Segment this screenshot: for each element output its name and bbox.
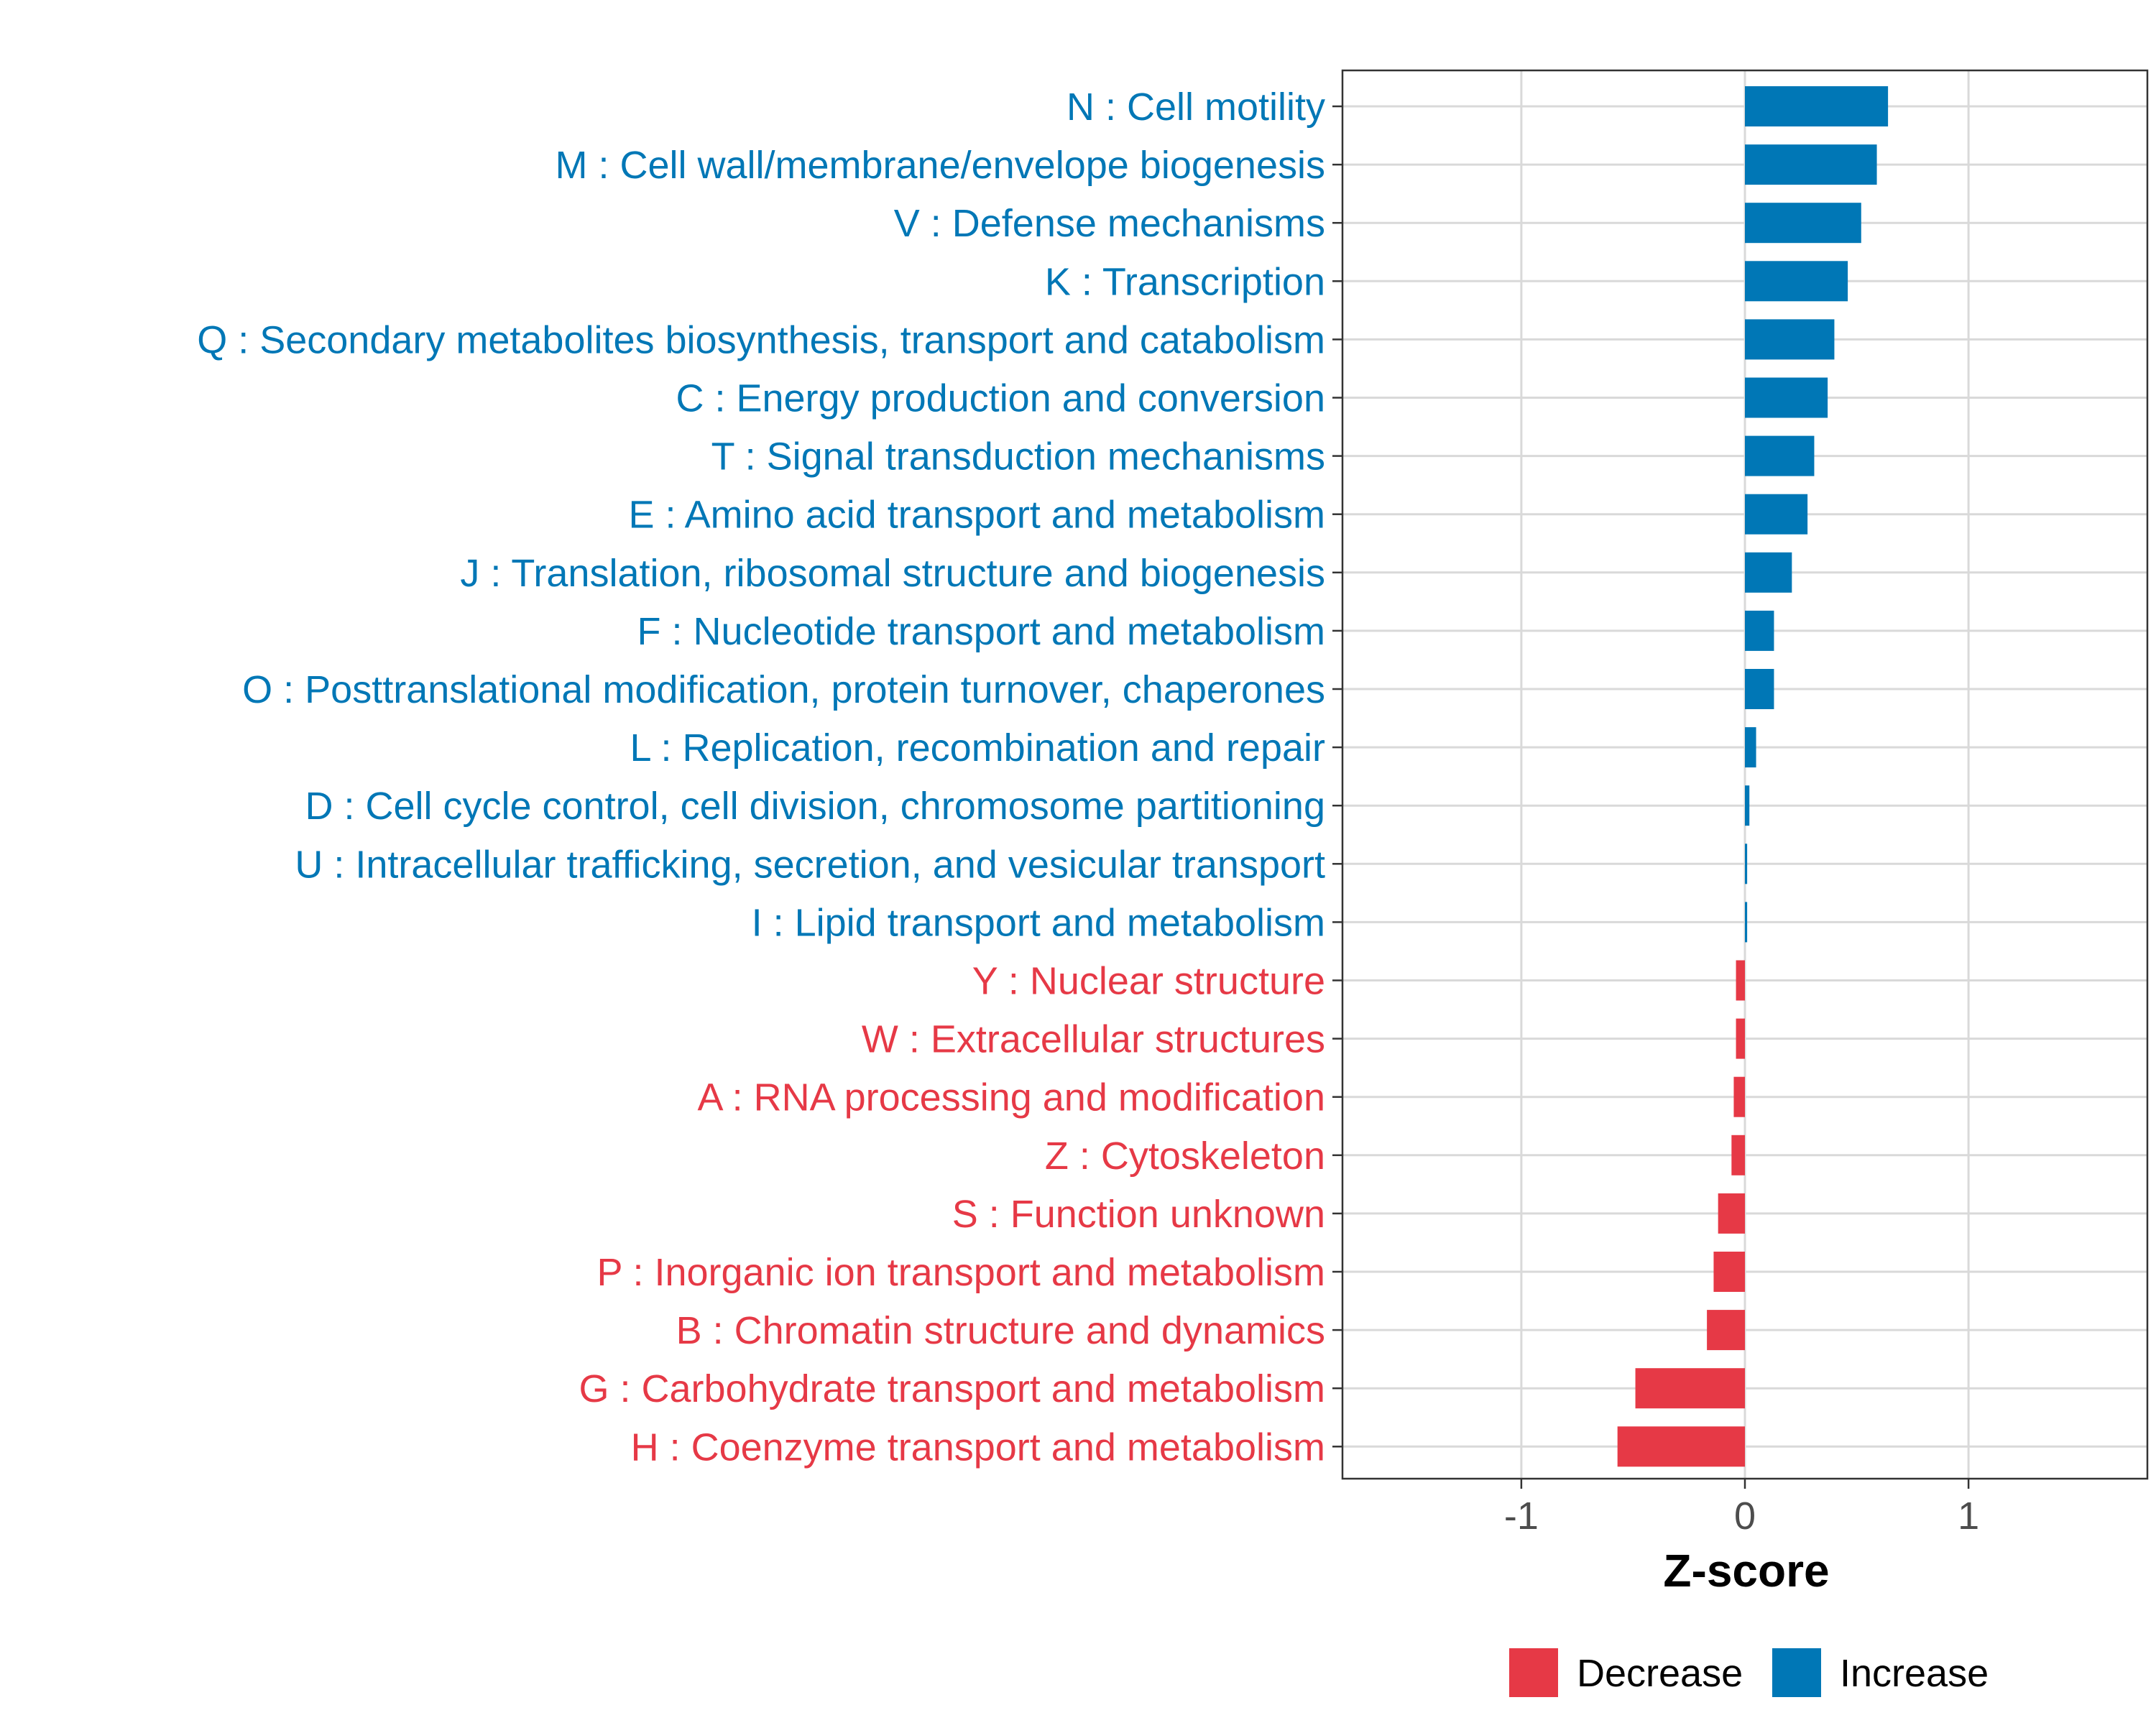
category-label: T : Signal transduction mechanisms [711, 435, 1325, 479]
legend-swatch-increase [1772, 1648, 1821, 1697]
bar-d [1745, 785, 1750, 826]
legend: Decrease Increase [1509, 1648, 1989, 1697]
bar-e [1745, 494, 1808, 535]
category-label: E : Amino acid transport and metabolism [629, 494, 1325, 537]
bar-s [1718, 1193, 1745, 1234]
bar-p [1713, 1252, 1745, 1292]
category-label: N : Cell motility [1067, 86, 1325, 129]
x-axis-title: Z-score [1663, 1545, 1829, 1597]
bar-w [1736, 1018, 1745, 1059]
bar-y [1736, 960, 1745, 1001]
category-label: O : Posttranslational modification, prot… [242, 668, 1325, 711]
x-tick-label: 1 [1958, 1494, 1979, 1538]
category-label: U : Intracellular trafficking, secretion… [295, 843, 1325, 886]
category-label: F : Nucleotide transport and metabolism [637, 610, 1325, 653]
category-labels: N : Cell motility M : Cell wall/membrane/… [197, 86, 1342, 1469]
category-label: M : Cell wall/membrane/envelope biogenes… [555, 144, 1325, 187]
category-label: Z : Cytoskeleton [1045, 1135, 1325, 1178]
bar-b [1707, 1310, 1745, 1351]
x-tick-label: 0 [1734, 1494, 1756, 1538]
category-label: L : Replication, recombination and repai… [630, 726, 1325, 770]
bar-i [1745, 902, 1748, 943]
bar-n [1745, 86, 1889, 126]
legend-swatch-decrease [1509, 1648, 1558, 1697]
bar-f [1745, 610, 1774, 651]
bar-h [1617, 1426, 1745, 1467]
category-label: C : Energy production and conversion [676, 377, 1325, 420]
bar-v [1745, 203, 1861, 244]
x-tick-label: -1 [1504, 1494, 1539, 1538]
category-label: V : Defense mechanisms [894, 202, 1325, 245]
category-label: W : Extracellular structures [862, 1018, 1325, 1061]
x-axis-ticks: -1 0 1 [1504, 1479, 1979, 1538]
bar-k [1745, 261, 1848, 302]
bar-j [1745, 552, 1792, 593]
bar-c [1745, 377, 1828, 418]
bar-l [1745, 727, 1756, 768]
bar-q [1745, 319, 1835, 360]
category-label: P : Inorganic ion transport and metaboli… [596, 1251, 1325, 1294]
category-label: Q : Secondary metabolites biosynthesis, … [197, 318, 1325, 361]
category-label: J : Translation, ribosomal structure and… [460, 552, 1325, 595]
category-label: I : Lipid transport and metabolism [752, 901, 1325, 944]
bar-u [1745, 844, 1748, 884]
category-label: H : Coenzyme transport and metabolism [631, 1426, 1325, 1469]
category-label: B : Chromatin structure and dynamics [676, 1309, 1325, 1352]
bars-layer [1617, 86, 1889, 1467]
category-label: A : RNA processing and modification [698, 1076, 1325, 1119]
bar-m [1745, 144, 1877, 185]
category-label: S : Function unknown [952, 1193, 1325, 1236]
bar-g [1635, 1368, 1745, 1409]
bar-a [1733, 1076, 1745, 1117]
legend-label-decrease: Decrease [1577, 1652, 1743, 1695]
category-label: K : Transcription [1045, 260, 1325, 303]
category-label: Y : Nuclear structure [972, 960, 1325, 1003]
category-label: G : Carbohydrate transport and metabolis… [579, 1367, 1326, 1410]
bar-o [1745, 669, 1774, 709]
legend-label-increase: Increase [1840, 1652, 1989, 1695]
category-label: D : Cell cycle control, cell division, c… [305, 785, 1325, 828]
bar-t [1745, 435, 1815, 476]
bar-z [1731, 1135, 1745, 1175]
